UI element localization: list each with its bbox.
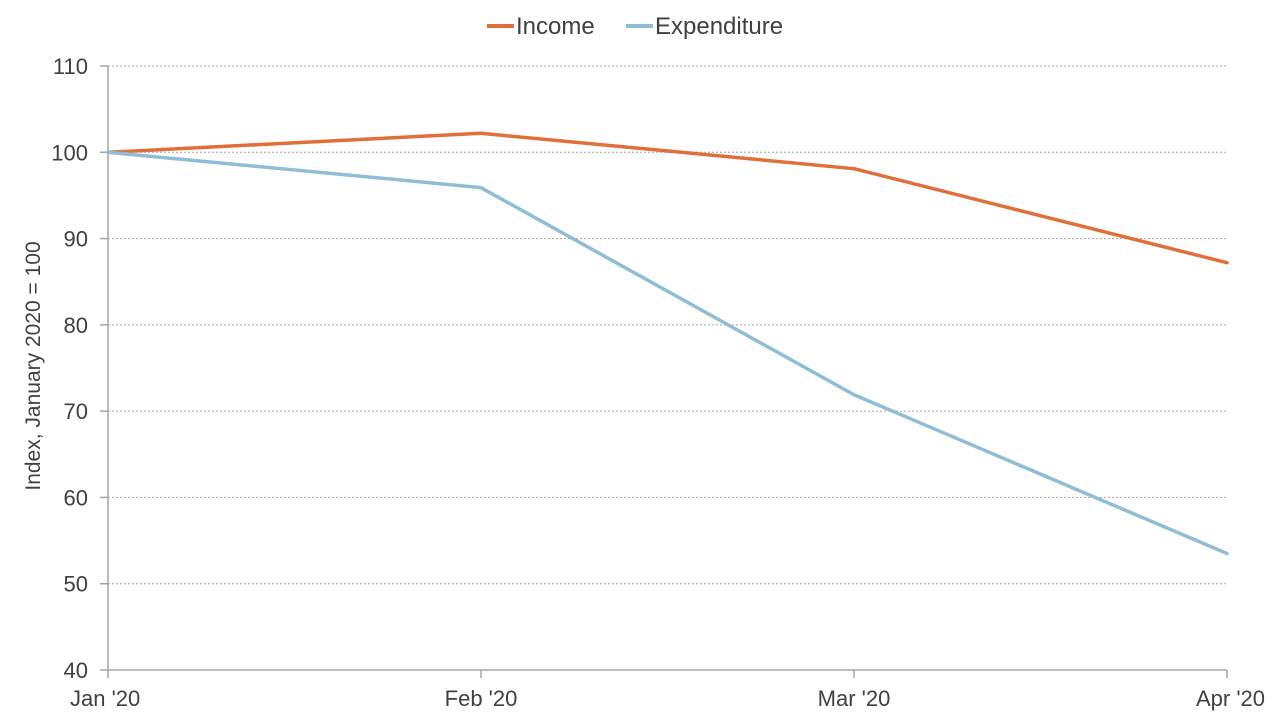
series-line-income	[106, 131, 1229, 265]
x-tick-label: Apr '20	[1196, 686, 1265, 711]
x-tick-label: Feb '20	[445, 686, 518, 711]
y-tick-label: 90	[64, 227, 88, 252]
y-tick-label: 70	[64, 399, 88, 424]
y-tick-label: 110	[53, 54, 88, 79]
axes	[100, 65, 1228, 678]
legend-label-expenditure: Expenditure	[655, 13, 783, 40]
y-tick-label: 50	[64, 572, 88, 597]
legend: Income Expenditure	[487, 13, 783, 40]
series-lines	[106, 131, 1229, 556]
y-tick-label: 80	[64, 313, 88, 338]
y-tick-label: 60	[64, 485, 88, 510]
legend-label-income: Income	[516, 13, 595, 40]
series-line-expenditure	[106, 150, 1229, 556]
x-tick-labels: Jan '20 Feb '20 Mar '20 Apr '20	[70, 686, 1265, 711]
x-tick-label: Mar '20	[818, 686, 891, 711]
x-tick-label: Jan '20	[70, 686, 140, 711]
gridlines	[108, 65, 1227, 585]
y-tick-label: 40	[64, 658, 88, 683]
y-tick-label: 100	[51, 140, 88, 165]
y-tick-labels: 40 50 60 70 80 90 100 110	[51, 54, 88, 683]
y-axis-title: Index, January 2020 = 100	[22, 241, 45, 490]
